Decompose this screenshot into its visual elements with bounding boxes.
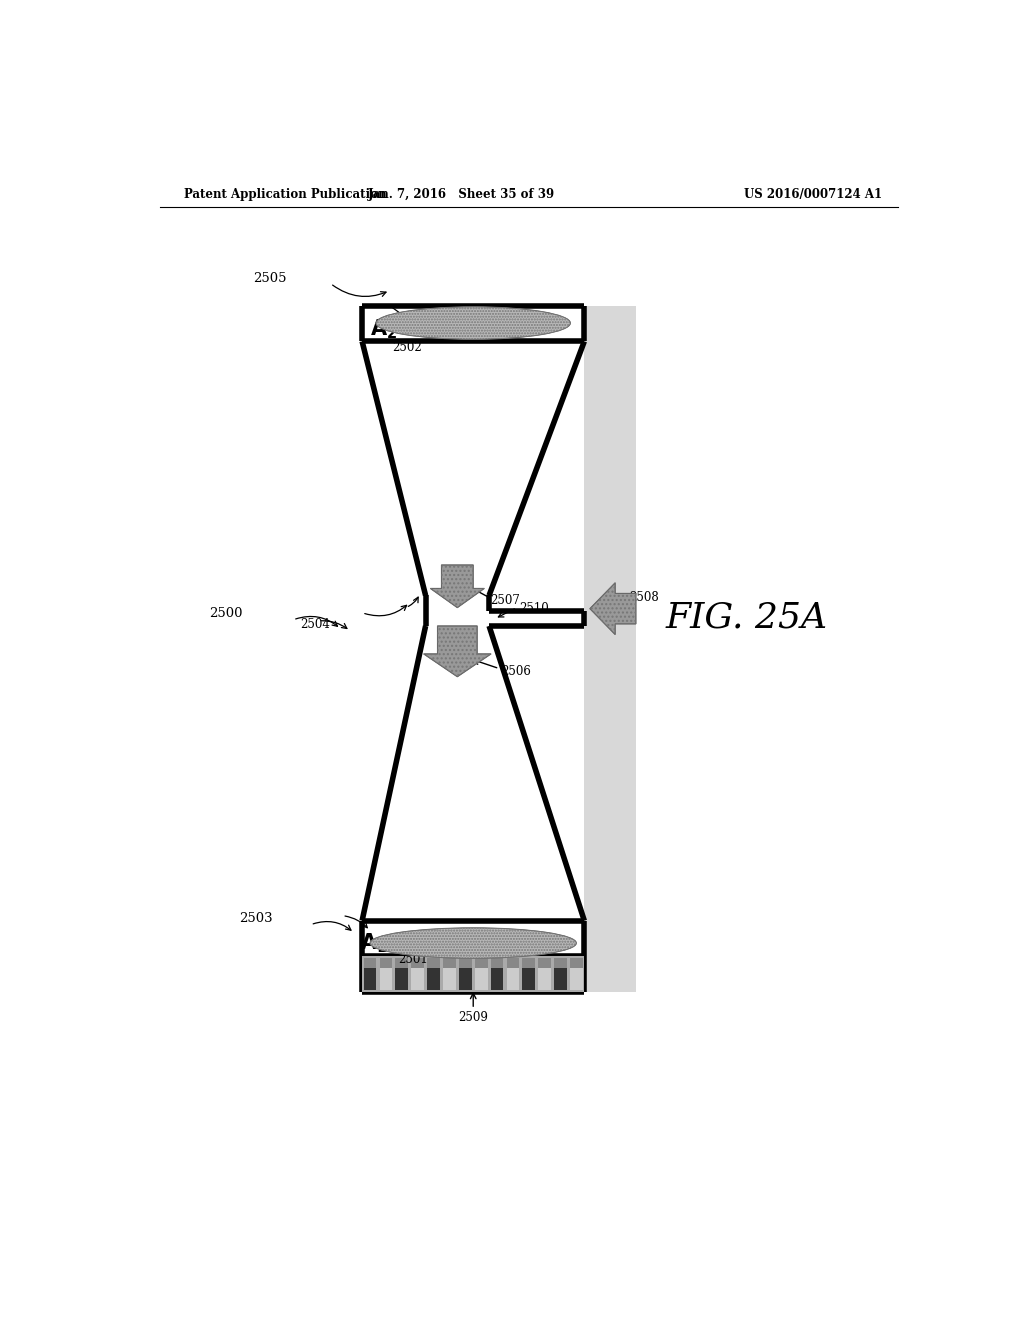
- Bar: [459, 958, 472, 968]
- Bar: [570, 966, 583, 990]
- Text: 2508: 2508: [630, 591, 659, 605]
- Text: 2504: 2504: [300, 618, 331, 631]
- Text: Patent Application Publication: Patent Application Publication: [183, 189, 386, 202]
- Bar: [364, 966, 377, 990]
- Bar: [522, 958, 536, 968]
- Text: 2505: 2505: [253, 272, 287, 285]
- Bar: [395, 966, 409, 990]
- Bar: [507, 958, 519, 968]
- Ellipse shape: [376, 306, 570, 339]
- Bar: [522, 966, 536, 990]
- Bar: [380, 966, 392, 990]
- Bar: [427, 958, 440, 968]
- Text: 2507: 2507: [490, 594, 520, 607]
- Polygon shape: [424, 626, 492, 677]
- Bar: [395, 958, 409, 968]
- Bar: [412, 966, 424, 990]
- Bar: [539, 966, 551, 990]
- Text: 2503: 2503: [239, 912, 272, 925]
- Bar: [554, 966, 567, 990]
- Bar: [570, 958, 583, 968]
- Bar: [443, 958, 456, 968]
- Polygon shape: [590, 582, 636, 635]
- Bar: [475, 966, 487, 990]
- Bar: [380, 958, 392, 968]
- Text: 2509: 2509: [459, 1011, 488, 1024]
- Text: $\mathbf{A_2}$: $\mathbf{A_2}$: [370, 317, 397, 341]
- Text: Jan. 7, 2016   Sheet 35 of 39: Jan. 7, 2016 Sheet 35 of 39: [368, 189, 555, 202]
- Bar: [507, 966, 519, 990]
- Text: 2500: 2500: [210, 607, 243, 620]
- Bar: [490, 958, 504, 968]
- Text: US 2016/0007124 A1: US 2016/0007124 A1: [743, 189, 882, 202]
- Bar: [539, 958, 551, 968]
- Text: 2501: 2501: [397, 953, 428, 966]
- Bar: [427, 966, 440, 990]
- Text: 2502: 2502: [392, 341, 422, 354]
- Bar: [585, 306, 636, 991]
- Text: FIG. 25A: FIG. 25A: [666, 601, 828, 635]
- Text: 2510: 2510: [519, 602, 549, 615]
- Bar: [443, 966, 456, 990]
- Bar: [412, 958, 424, 968]
- Bar: [459, 966, 472, 990]
- Text: $\mathbf{A_1}$: $\mathbf{A_1}$: [359, 932, 387, 954]
- Text: 2506: 2506: [501, 665, 530, 678]
- Ellipse shape: [370, 928, 577, 958]
- Bar: [364, 958, 377, 968]
- Bar: [475, 958, 487, 968]
- Polygon shape: [430, 565, 484, 607]
- Bar: [362, 956, 585, 991]
- Bar: [554, 958, 567, 968]
- Bar: [490, 966, 504, 990]
